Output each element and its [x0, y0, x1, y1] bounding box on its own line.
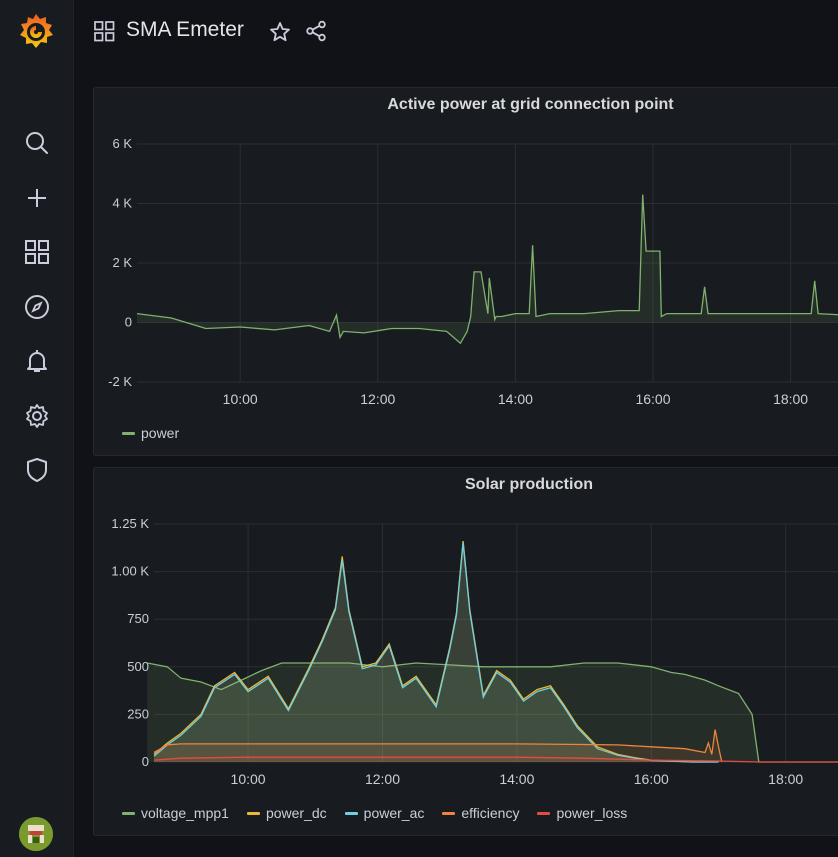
alerting-bell-icon[interactable] — [22, 346, 52, 376]
solar-production-chart[interactable]: 1.25 K 1.00 K 750 500 250 0 10:00 12:00 14:00 16:… — [94, 468, 838, 837]
x-tick-label: 12:00 — [360, 391, 395, 407]
search-icon[interactable] — [22, 128, 52, 158]
y-tick-label: 2 K — [112, 255, 132, 270]
y-tick-label: -2 K — [108, 374, 132, 389]
grid-power-chart[interactable]: 6 K 4 K 2 K 0 -2 K 10:00 12:00 14:00 16:00 18:00 — [94, 88, 838, 457]
grafana-logo-icon[interactable] — [14, 10, 58, 54]
x-tick-label: 18:00 — [768, 771, 803, 787]
series-line-power_loss — [153, 756, 838, 763]
series-area-voltage_mpp1 — [147, 663, 838, 762]
panel-solar-production[interactable]: Solar production 1.25 K 1.00 K 750 500 250 0 1… — [93, 467, 838, 836]
series-area-efficiency — [154, 729, 722, 762]
legend-item-voltage-mpp1[interactable]: voltage_mpp1 — [122, 805, 229, 821]
x-tick-label: 12:00 — [365, 771, 400, 787]
x-tick-label: 10:00 — [231, 771, 266, 787]
x-tick-label: 16:00 — [635, 391, 670, 407]
legend-item-efficiency[interactable]: efficiency — [442, 805, 519, 821]
legend-label: voltage_mpp1 — [141, 805, 229, 821]
shield-icon[interactable] — [22, 455, 52, 485]
legend-swatch — [122, 431, 135, 435]
legend-label: power_ac — [363, 805, 425, 821]
series-line-efficiency — [153, 729, 723, 763]
legend-item-power-loss[interactable]: power_loss — [537, 805, 627, 821]
series-area-power — [137, 194, 838, 344]
legend-item-power[interactable]: power — [122, 425, 179, 441]
x-tick-label: 16:00 — [634, 771, 669, 787]
y-tick-label: 0 — [125, 315, 132, 330]
dashboard-title[interactable]: SMA Emeter — [126, 18, 244, 41]
x-tick-label: 18:00 — [773, 391, 808, 407]
plus-icon[interactable] — [22, 183, 52, 213]
legend-swatch — [122, 811, 135, 815]
y-tick-label: 4 K — [112, 196, 132, 211]
legend-item-power-ac[interactable]: power_ac — [344, 805, 425, 821]
series-line-voltage_mpp1 — [147, 662, 838, 763]
legend-swatch — [246, 811, 260, 815]
y-tick-label: 500 — [127, 659, 149, 674]
y-tick-label: 6 K — [112, 136, 132, 151]
legend-swatch — [442, 811, 456, 815]
legend-item-power-dc[interactable]: power_dc — [246, 805, 327, 821]
x-tick-label: 14:00 — [499, 771, 534, 787]
explore-compass-icon[interactable] — [22, 292, 52, 322]
panel-grid-power[interactable]: Active power at grid connection point 6 … — [93, 87, 838, 456]
sidebar — [0, 0, 74, 857]
legend: voltage_mpp1 power_dc power_ac efficienc… — [122, 805, 627, 821]
legend-label: power — [141, 425, 180, 441]
legend-swatch — [344, 811, 358, 815]
dashboards-icon[interactable] — [22, 237, 52, 267]
dashboard-grid-icon — [94, 21, 115, 47]
user-avatar[interactable] — [19, 817, 53, 851]
legend-label: power_dc — [265, 805, 327, 821]
panel-title[interactable]: Active power at grid connection point — [387, 96, 674, 113]
legend: power — [122, 425, 179, 441]
share-icon[interactable] — [305, 20, 327, 47]
x-tick-label: 14:00 — [498, 391, 533, 407]
series-area-power_dc — [154, 541, 719, 762]
y-tick-label: 250 — [127, 706, 149, 721]
star-icon[interactable] — [269, 21, 291, 48]
series-area-power_ac — [154, 543, 719, 762]
dashboard-header: SMA Emeter — [73, 0, 838, 64]
y-tick-label: 0 — [142, 754, 149, 769]
legend-label: power_loss — [556, 805, 628, 821]
series-line-power_ac — [153, 542, 719, 763]
y-tick-label: 1.00 K — [111, 564, 149, 579]
gear-icon[interactable] — [22, 401, 52, 431]
x-tick-label: 10:00 — [223, 391, 258, 407]
panel-title[interactable]: Solar production — [465, 476, 593, 493]
y-tick-label: 750 — [127, 611, 149, 626]
y-tick-label: 1.25 K — [111, 516, 149, 531]
legend-label: efficiency — [461, 805, 520, 821]
series-line-power — [136, 194, 838, 345]
legend-swatch — [537, 811, 551, 815]
